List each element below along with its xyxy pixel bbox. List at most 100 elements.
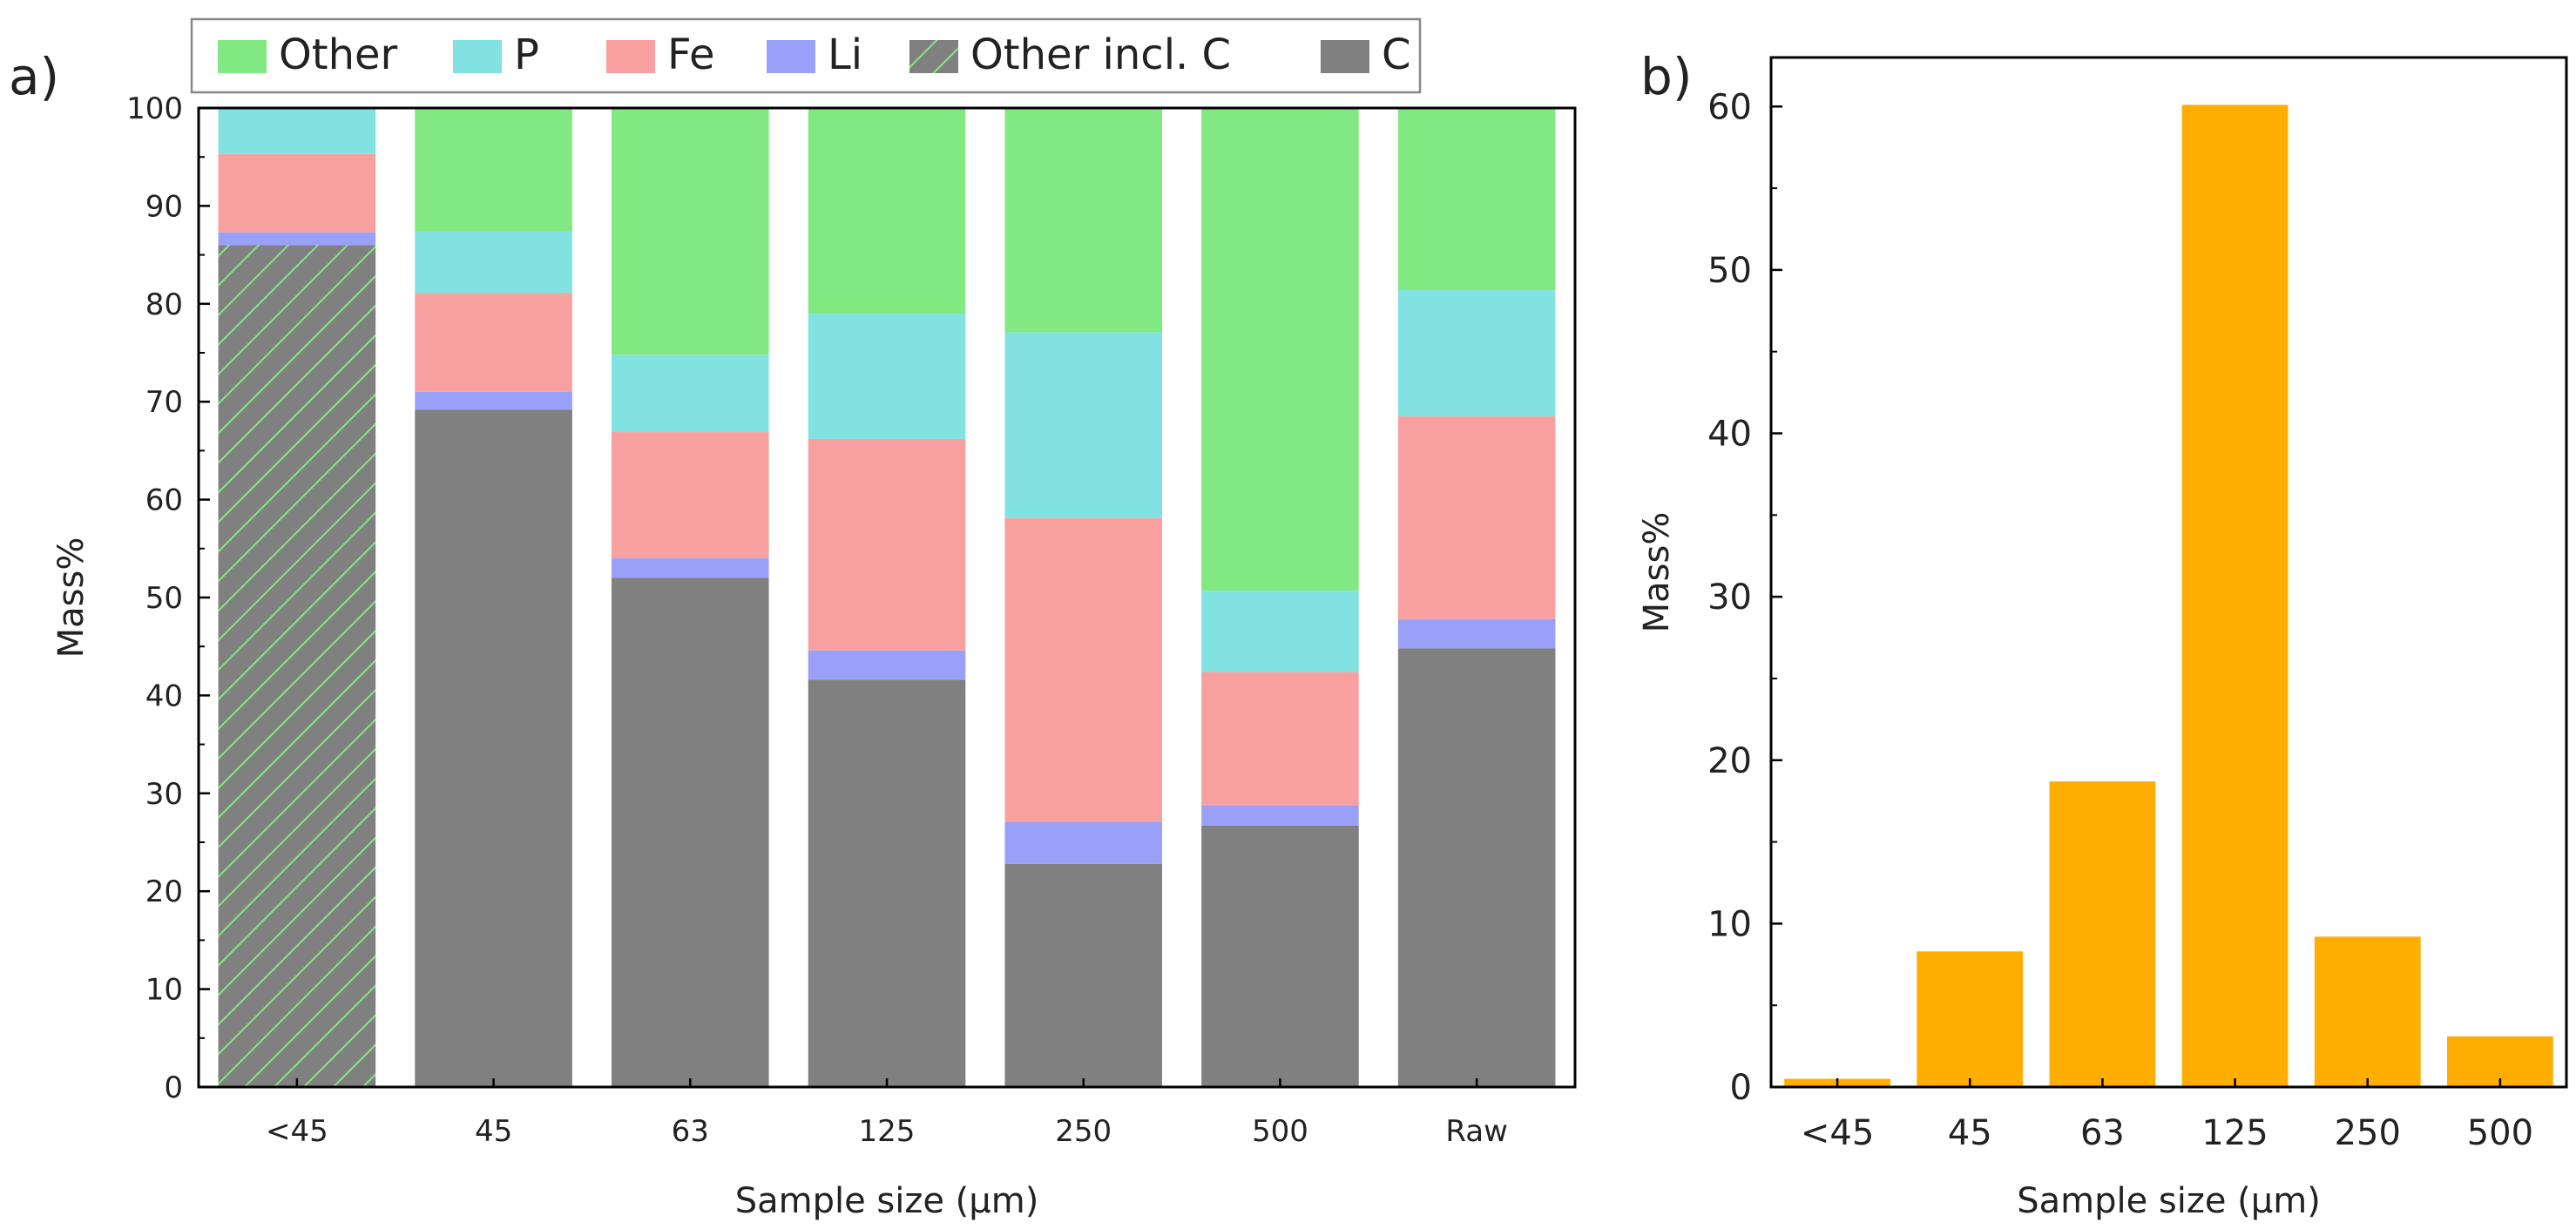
bar-a-li-4 (1004, 821, 1162, 864)
x-tick-label-b-2: 63 (2080, 1113, 2125, 1153)
y-tick-label-b-1: 10 (1707, 904, 1752, 944)
y-tick-label-a-8: 80 (145, 287, 183, 322)
panel-b-chart: b) 0 10 20 30 40 50 60 <45 45 63 125 250 500 Sample… (1637, 47, 2568, 1221)
y-tick-label-b-2: 20 (1707, 741, 1752, 781)
x-tick-label-a-2: 63 (672, 1114, 709, 1149)
y-tick-label-b-6: 60 (1707, 87, 1752, 127)
panel-a-y-axis: 0 10 20 30 40 50 60 70 80 90 100 (126, 91, 210, 1105)
y-tick-label-b-5: 50 (1707, 251, 1752, 291)
x-tick-label-a-3: 125 (859, 1114, 916, 1149)
y-tick-label-b-0: 0 (1730, 1068, 1752, 1108)
bar-a-c-3 (808, 679, 966, 1087)
legend-box (190, 17, 1422, 94)
x-tick-label-a-0: <45 (266, 1114, 328, 1149)
bar-a-fe-5 (1201, 672, 1359, 806)
y-tick-label-a-5: 50 (145, 581, 183, 616)
bar-b-2 (2049, 781, 2156, 1087)
legend-swatch-0 (218, 40, 267, 73)
bar-a-fe-2 (612, 432, 769, 559)
bar-a-c-1 (415, 409, 572, 1087)
bar-a-other-2 (612, 108, 769, 355)
bar-a-p-6 (1397, 290, 1556, 417)
bar-a-c-0 (218, 245, 376, 1087)
x-tick-label-a-6: Raw (1445, 1114, 1508, 1149)
panel-a-label: a) (9, 47, 59, 106)
bar-a-fe-4 (1004, 517, 1162, 822)
bar-a-p-4 (1004, 332, 1162, 518)
legend-label-0: Other (279, 30, 398, 79)
bar-a-c-6 (1397, 648, 1556, 1087)
bar-a-p-5 (1201, 591, 1359, 672)
bar-a-li-1 (415, 391, 572, 410)
x-tick-label-b-5: 500 (2467, 1113, 2533, 1153)
legend-swatch-5 (1321, 40, 1369, 73)
x-tick-label-b-4: 250 (2335, 1113, 2401, 1153)
panel-b-bars (1784, 105, 2553, 1087)
bar-b-1 (1917, 951, 2024, 1087)
bar-a-fe-0 (218, 153, 376, 233)
legend-label-2: Fe (667, 30, 715, 79)
bar-a-c-4 (1004, 863, 1162, 1087)
legend-label-5: C (1382, 30, 1411, 79)
panel-a-y-axis-label: Mass% (51, 537, 91, 658)
y-tick-label-a-3: 30 (145, 777, 183, 812)
legend-label-3: Li (828, 30, 862, 79)
x-tick-label-a-4: 250 (1055, 1114, 1112, 1149)
panel-b-x-axis: <45 45 63 125 250 500 (1801, 1078, 2533, 1153)
bar-a-fe-1 (415, 293, 572, 392)
x-tick-label-b-3: 125 (2201, 1113, 2268, 1153)
x-tick-label-a-1: 45 (475, 1114, 512, 1149)
bar-a-other-4 (1004, 108, 1162, 333)
y-tick-label-a-4: 40 (145, 679, 183, 713)
legend-label-4: Other incl. C (970, 30, 1231, 79)
bar-b-3 (2181, 105, 2289, 1087)
bar-a-p-2 (612, 355, 769, 433)
y-tick-label-b-3: 30 (1707, 577, 1752, 618)
panel-b-label: b) (1640, 47, 1692, 106)
panel-a-x-axis-label: Sample size (μm) (735, 1181, 1039, 1221)
x-tick-label-b-1: 45 (1948, 1113, 1992, 1153)
panel-b-y-axis: 0 10 20 30 40 50 60 (1707, 87, 1782, 1108)
bar-a-other-5 (1201, 108, 1359, 591)
x-tick-label-a-5: 500 (1252, 1114, 1308, 1149)
bar-a-other-6 (1397, 108, 1556, 291)
legend: Other P Fe Li Other incl. C C (190, 17, 1422, 94)
bar-a-c-5 (1201, 825, 1359, 1087)
legend-swatch-4 (909, 40, 958, 73)
panel-a-x-axis: <45 45 63 125 250 500 Raw (266, 1078, 1508, 1149)
bar-a-other-3 (808, 108, 966, 314)
y-tick-label-a-7: 70 (145, 385, 183, 420)
panel-b-x-axis-label: Sample size (μm) (2017, 1181, 2321, 1221)
legend-swatch-3 (767, 40, 815, 73)
bar-a-other-1 (415, 108, 572, 232)
bar-a-li-3 (808, 650, 966, 680)
bar-a-p-1 (415, 231, 572, 294)
bar-a-li-2 (612, 558, 769, 578)
panel-a-axes-frame (197, 106, 1577, 1089)
y-tick-label-a-1: 10 (145, 973, 183, 1008)
y-tick-label-a-2: 20 (145, 874, 183, 909)
bar-b-4 (2314, 936, 2421, 1087)
legend-swatch-1 (453, 40, 502, 73)
bar-a-p-0 (218, 108, 376, 154)
bar-a-p-3 (808, 314, 966, 439)
bar-a-fe-6 (1397, 416, 1556, 619)
bar-a-fe-3 (808, 438, 966, 651)
y-tick-label-b-4: 40 (1707, 415, 1752, 455)
y-tick-label-a-10: 100 (126, 91, 183, 126)
panel-a-bars (218, 108, 1556, 1087)
panel-a-chart: a) 0 10 20 30 40 50 60 70 80 90 100 <45 45 63 125 250 5… (9, 17, 1577, 1221)
y-tick-label-a-6: 60 (145, 483, 183, 518)
panel-b-axes-frame (1769, 56, 2568, 1089)
bar-a-li-5 (1201, 805, 1359, 826)
bar-a-li-6 (1397, 618, 1556, 649)
y-tick-label-a-0: 0 (164, 1070, 183, 1105)
legend-label-1: P (514, 30, 539, 79)
panel-b-y-axis-label: Mass% (1637, 512, 1677, 633)
bar-a-c-2 (612, 577, 769, 1087)
bar-a-li-0 (218, 232, 376, 246)
legend-swatch-2 (606, 40, 655, 73)
y-tick-label-a-9: 90 (145, 189, 183, 224)
x-tick-label-b-0: <45 (1801, 1113, 1874, 1153)
